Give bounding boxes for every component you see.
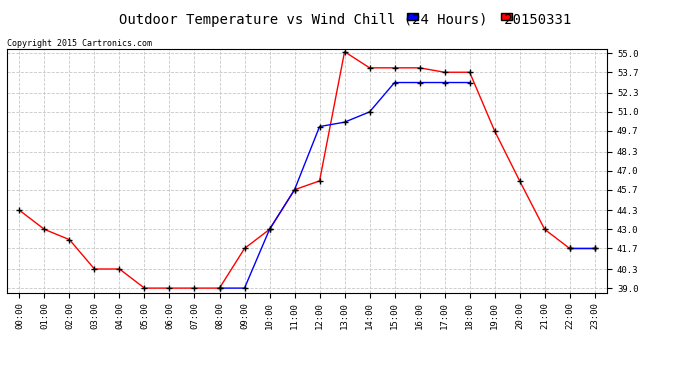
- Text: Copyright 2015 Cartronics.com: Copyright 2015 Cartronics.com: [7, 39, 152, 48]
- Text: Outdoor Temperature vs Wind Chill (24 Hours)  20150331: Outdoor Temperature vs Wind Chill (24 Ho…: [119, 13, 571, 27]
- Legend: Wind Chill (°F), Temperature (°F): Wind Chill (°F), Temperature (°F): [405, 10, 602, 23]
